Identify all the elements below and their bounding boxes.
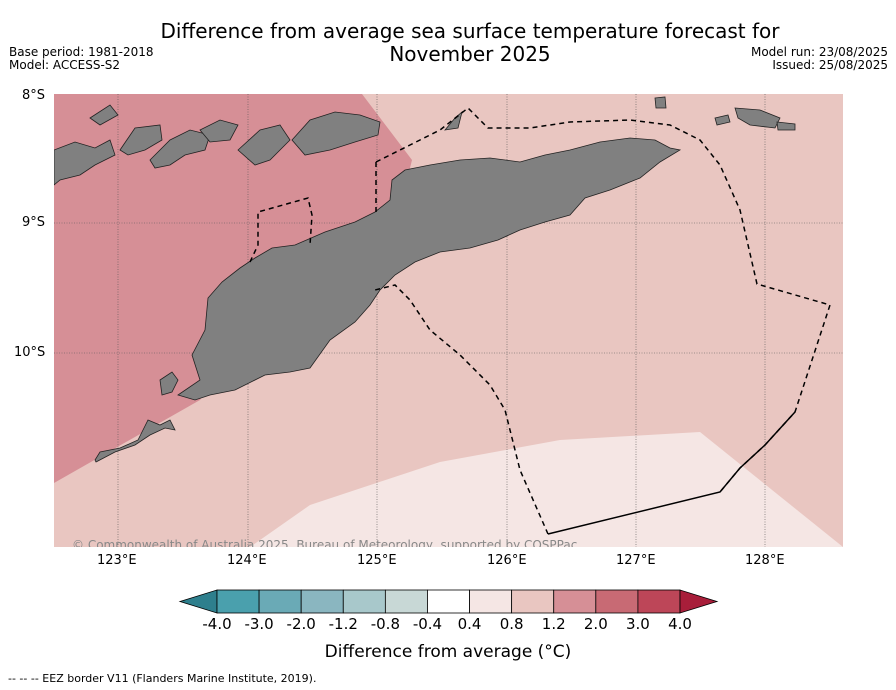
lon-label-128e: 128°E bbox=[745, 553, 785, 568]
colorbar-tick: 0.8 bbox=[499, 615, 524, 633]
alor-island bbox=[291, 111, 381, 156]
colorbar-tick: -0.8 bbox=[370, 615, 400, 633]
colorbar-bin bbox=[637, 589, 681, 614]
lon-label-126e: 126°E bbox=[487, 553, 527, 568]
colorbar-tick: 1.2 bbox=[541, 615, 566, 633]
model-run: Model run: 23/08/2025 bbox=[750, 45, 888, 59]
liran-island bbox=[654, 96, 667, 109]
lon-label-123e: 123°E bbox=[97, 553, 137, 568]
model-name: Model: ACCESS-S2 bbox=[9, 58, 121, 72]
anomaly-region-0.4-0.8 bbox=[250, 432, 843, 547]
issued-date: Issued: 25/08/2025 bbox=[772, 58, 888, 72]
romang-island bbox=[776, 121, 796, 131]
lat-label-10s: 10°S bbox=[14, 345, 46, 360]
base-period: Base period: 1981-2018 bbox=[9, 45, 154, 59]
colorbar-tick: -1.2 bbox=[328, 615, 358, 633]
flores-island bbox=[54, 139, 116, 186]
colorbar-bin bbox=[300, 589, 344, 614]
solor-island bbox=[119, 124, 163, 156]
colorbar-tick: -3.0 bbox=[244, 615, 274, 633]
colorbar-extend-low bbox=[178, 589, 218, 614]
colorbar-bin bbox=[384, 589, 428, 614]
rote-island bbox=[94, 419, 176, 463]
map-title-line2: November 2025 bbox=[389, 42, 551, 66]
copyright-text: © Commonwealth of Australia 2025, Bureau… bbox=[72, 538, 577, 552]
map-title-line1: Difference from average sea surface temp… bbox=[160, 19, 780, 43]
colorbar-tick: -0.4 bbox=[412, 615, 443, 633]
colorbar-tick: 0.4 bbox=[457, 615, 482, 633]
lat-label-8s: 8°S bbox=[22, 88, 46, 103]
colorbar-extend-high bbox=[679, 589, 719, 614]
colorbar-tick: 4.0 bbox=[668, 615, 692, 633]
lat-label-9s: 9°S bbox=[22, 215, 46, 230]
colorbar-tick: -4.0 bbox=[202, 615, 232, 633]
semau-island bbox=[159, 371, 179, 396]
eez-legend-note: -- -- -- EEZ border V11 (Flanders Marine… bbox=[8, 672, 317, 685]
lon-label-124e: 124°E bbox=[227, 553, 267, 568]
colorbar-bin bbox=[216, 589, 260, 614]
colorbar-bin bbox=[258, 589, 302, 614]
colorbar-bin bbox=[469, 589, 513, 614]
eez-border-solid bbox=[547, 411, 796, 535]
kisar-island bbox=[714, 114, 731, 126]
colorbar-bin bbox=[511, 589, 555, 614]
colorbar-label: Difference from average (°C) bbox=[324, 642, 572, 662]
colorbar-tick: -2.0 bbox=[286, 615, 316, 633]
lon-label-127e: 127°E bbox=[616, 553, 656, 568]
colorbar-bin bbox=[342, 589, 386, 614]
graticule bbox=[54, 94, 843, 547]
colorbar-bin bbox=[595, 589, 639, 614]
colorbar-bin bbox=[427, 589, 470, 614]
pantar-island bbox=[237, 124, 291, 166]
colorbar-tick: 2.0 bbox=[583, 615, 608, 633]
timor-island bbox=[177, 137, 682, 401]
colorbar-bin bbox=[553, 589, 597, 614]
lembata-island bbox=[199, 119, 239, 143]
eez-border-dashed bbox=[249, 106, 831, 535]
colorbar-tick: 3.0 bbox=[625, 615, 650, 633]
wetar-island bbox=[734, 107, 781, 129]
islet bbox=[89, 104, 119, 126]
colorbar bbox=[178, 589, 719, 614]
adonara-island bbox=[149, 129, 211, 169]
lon-label-125e: 125°E bbox=[357, 553, 397, 568]
